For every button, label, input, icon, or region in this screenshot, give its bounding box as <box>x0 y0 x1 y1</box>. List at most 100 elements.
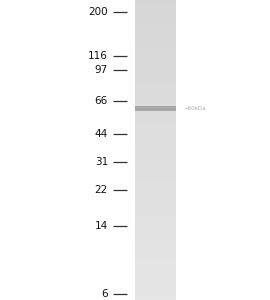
Bar <box>135 112 176 114</box>
Bar <box>135 4 176 6</box>
Bar <box>135 82 176 84</box>
Bar <box>135 22 176 24</box>
Bar <box>135 18 176 20</box>
Bar <box>135 46 176 48</box>
Bar <box>135 30 176 32</box>
Bar <box>135 238 176 240</box>
Bar <box>135 240 176 242</box>
Bar <box>135 97 176 99</box>
Bar <box>135 259 176 261</box>
Bar <box>135 289 176 291</box>
Bar <box>135 52 176 54</box>
Bar <box>135 79 176 81</box>
Bar <box>135 84 176 85</box>
Bar <box>135 130 176 132</box>
Bar <box>135 210 176 212</box>
Bar <box>135 43 176 45</box>
Bar <box>135 214 176 216</box>
Bar <box>135 256 176 258</box>
Bar <box>135 118 176 120</box>
Bar <box>135 244 176 246</box>
Bar <box>135 133 176 135</box>
Bar <box>135 295 176 297</box>
Bar <box>135 291 176 292</box>
Bar <box>135 37 176 39</box>
Bar <box>135 136 176 138</box>
Bar <box>135 57 176 59</box>
Bar <box>135 154 176 156</box>
Bar <box>135 88 176 90</box>
Bar <box>135 181 176 183</box>
Bar <box>135 177 176 178</box>
Text: 6: 6 <box>101 289 108 299</box>
Bar <box>135 1 176 3</box>
Bar <box>135 261 176 262</box>
Bar <box>135 270 176 272</box>
Bar <box>135 183 176 184</box>
Bar <box>135 106 176 108</box>
Bar <box>135 12 176 13</box>
Bar <box>135 196 176 198</box>
Bar <box>135 213 176 214</box>
Bar <box>135 141 176 142</box>
Bar <box>135 283 176 285</box>
Bar <box>135 61 176 63</box>
Bar <box>135 7 176 9</box>
Bar <box>135 3 176 4</box>
Bar <box>135 120 176 122</box>
Bar <box>135 169 176 171</box>
Bar <box>135 0 176 2</box>
Bar <box>135 27 176 28</box>
Bar <box>135 100 176 102</box>
Bar <box>135 190 176 192</box>
Bar <box>135 207 176 208</box>
Bar <box>135 99 176 100</box>
Bar <box>135 267 176 268</box>
Bar <box>135 111 176 112</box>
Bar <box>135 198 176 200</box>
Bar <box>135 36 176 38</box>
Bar <box>135 139 176 141</box>
Bar <box>135 142 176 144</box>
Bar <box>135 211 176 213</box>
Bar <box>135 19 176 21</box>
Bar <box>135 135 176 137</box>
Bar <box>135 192 176 194</box>
Bar <box>135 75 176 76</box>
Bar <box>135 73 176 75</box>
Text: 116: 116 <box>88 51 108 61</box>
Bar <box>135 124 176 126</box>
Bar <box>135 165 176 167</box>
Text: 22: 22 <box>95 184 108 194</box>
Bar <box>135 126 176 127</box>
Bar <box>135 69 176 70</box>
Bar <box>135 163 176 165</box>
Bar <box>135 114 176 116</box>
Bar <box>135 55 176 57</box>
Bar <box>135 286 176 288</box>
Bar <box>135 31 176 33</box>
Bar <box>135 9 176 11</box>
Bar <box>135 58 176 60</box>
Bar <box>135 90 176 92</box>
Bar <box>135 237 176 239</box>
Bar <box>135 129 176 130</box>
Bar <box>135 67 176 69</box>
Bar <box>135 96 176 98</box>
Bar <box>135 39 176 41</box>
Bar <box>135 184 176 186</box>
Bar <box>135 28 176 30</box>
Bar <box>135 25 176 27</box>
Bar <box>135 144 176 146</box>
Bar <box>135 187 176 189</box>
Bar <box>135 138 176 140</box>
Bar <box>135 294 176 296</box>
Bar <box>135 147 176 148</box>
Bar <box>135 87 176 88</box>
Bar <box>135 24 176 26</box>
Bar <box>135 189 176 190</box>
Bar <box>135 271 176 273</box>
Bar <box>135 91 176 93</box>
Bar <box>135 85 176 87</box>
Bar <box>135 10 176 12</box>
